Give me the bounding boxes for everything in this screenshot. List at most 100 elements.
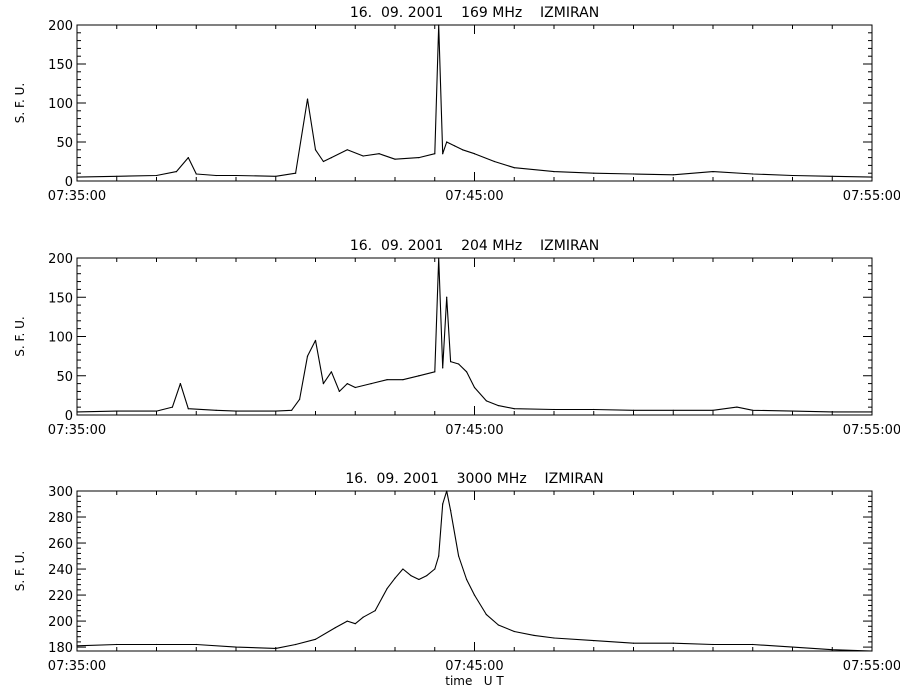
plot-frame: [76, 257, 873, 416]
data-point: [434, 153, 436, 155]
data-point: [330, 371, 332, 373]
data-point: [215, 174, 217, 177]
data-point: [195, 643, 197, 646]
data-point: [235, 174, 237, 177]
data-point: [179, 383, 181, 385]
data-point: [291, 409, 293, 411]
data-point: [533, 634, 535, 636]
data-point: [295, 643, 297, 646]
data-point: [116, 410, 118, 412]
data-point: [442, 503, 444, 505]
data-point: [155, 174, 158, 177]
data-point: [378, 153, 380, 155]
data-point: [438, 257, 440, 259]
y-tick-label: 50: [56, 370, 73, 385]
y-axis-label: S. F. U.: [13, 551, 27, 591]
data-point: [322, 160, 325, 163]
data-point: [493, 160, 495, 163]
data-point: [155, 643, 158, 646]
y-tick-label: 220: [48, 589, 73, 604]
data-point: [175, 171, 177, 173]
data-point: [76, 411, 78, 413]
x-tick-label: 07:55:00: [843, 659, 900, 674]
data-point: [454, 145, 456, 147]
data-point: [513, 630, 515, 633]
data-point: [386, 379, 388, 381]
chart-title: 16. 09. 2001 169 MHz IZMIRAN: [350, 5, 599, 21]
data-point: [831, 649, 833, 651]
y-tick-label: 180: [48, 641, 73, 656]
data-point: [235, 410, 237, 412]
chart-title: 16. 09. 2001 204 MHz IZMIRAN: [350, 238, 599, 254]
data-point: [632, 642, 635, 644]
data-point: [465, 371, 468, 373]
x-tick-label: 07:45:00: [445, 659, 503, 674]
data-point: [450, 509, 452, 512]
data-point: [116, 175, 118, 177]
x-tick-label: 07:35:00: [48, 189, 106, 204]
data-point: [394, 158, 396, 160]
data-point: [485, 400, 488, 402]
plot-frame: [76, 24, 873, 182]
data-point: [593, 172, 595, 174]
y-tick-label: 0: [65, 409, 73, 424]
data-point: [330, 157, 332, 159]
data-point: [346, 383, 348, 385]
data-point: [187, 157, 189, 159]
data-point: [871, 176, 873, 178]
data-point: [438, 24, 440, 26]
data-point: [171, 406, 173, 408]
data-point: [215, 409, 217, 411]
data-point: [187, 408, 189, 410]
data-point: [418, 578, 420, 581]
data-point: [446, 296, 448, 298]
data-point: [752, 173, 754, 175]
chart-title: 16. 09. 2001 3000 MHz IZMIRAN: [345, 471, 603, 487]
data-point: [322, 383, 325, 385]
data-point: [473, 386, 476, 389]
data-point: [76, 645, 78, 647]
data-point: [871, 411, 873, 413]
data-point: [736, 406, 738, 408]
data-point: [338, 390, 340, 393]
data-point: [473, 594, 476, 596]
y-tick-label: 300: [48, 485, 73, 500]
data-point: [426, 574, 428, 577]
data-point: [346, 149, 348, 151]
data-point: [473, 153, 476, 155]
data-point: [155, 410, 158, 412]
data-point: [465, 578, 468, 581]
data-point: [632, 409, 635, 411]
data-point: [672, 174, 674, 176]
y-axis-label: S. F. U.: [13, 83, 27, 123]
x-tick-label: 07:35:00: [48, 659, 106, 674]
y-tick-label: 200: [48, 19, 73, 34]
data-point: [306, 98, 309, 100]
data-point: [712, 409, 714, 411]
data-point: [513, 167, 515, 169]
chart-panel-2: 16. 09. 2001 204 MHz IZMIRAN S. F. U. 0 50 1…: [13, 238, 900, 438]
y-tick-label: 260: [48, 537, 73, 552]
x-tick-label: 07:45:00: [445, 423, 503, 438]
data-point: [712, 171, 714, 173]
data-point: [434, 371, 436, 373]
x-tick-label: 07:55:00: [843, 189, 900, 204]
y-tick-label: 200: [48, 615, 73, 630]
x-axis-label: time U T: [445, 674, 504, 688]
data-point: [831, 411, 833, 413]
data-point: [672, 409, 674, 411]
data-point: [442, 367, 444, 369]
data-point: [791, 174, 794, 177]
data-point: [374, 610, 376, 612]
data-point: [314, 149, 317, 151]
y-axis-label: S. F. U.: [13, 316, 27, 356]
data-point: [593, 408, 595, 411]
series-line: [76, 257, 872, 413]
data-point: [346, 620, 348, 622]
data-point: [871, 650, 873, 652]
x-tick-label: 07:55:00: [843, 423, 900, 438]
data-point: [752, 643, 754, 646]
data-point: [362, 616, 364, 618]
data-point: [314, 339, 317, 342]
